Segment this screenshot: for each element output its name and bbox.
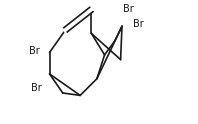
- Text: Br: Br: [133, 19, 144, 29]
- Text: Br: Br: [31, 83, 42, 93]
- Text: Br: Br: [123, 4, 134, 14]
- Text: Br: Br: [29, 46, 40, 56]
